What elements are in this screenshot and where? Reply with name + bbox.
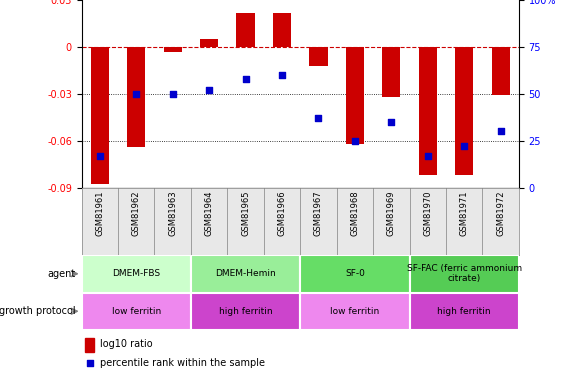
Bar xyxy=(85,338,94,352)
Bar xyxy=(491,47,510,95)
Point xyxy=(85,360,94,366)
Text: GSM81970: GSM81970 xyxy=(423,191,432,236)
Text: GSM81965: GSM81965 xyxy=(241,191,250,236)
Bar xyxy=(82,292,191,330)
Point xyxy=(205,87,214,93)
Bar xyxy=(455,47,473,175)
Point xyxy=(168,91,177,97)
Text: agent: agent xyxy=(48,269,76,279)
Point xyxy=(496,128,505,134)
Text: GSM81969: GSM81969 xyxy=(387,191,396,236)
Bar xyxy=(127,47,145,147)
Text: GSM81963: GSM81963 xyxy=(168,191,177,237)
Bar xyxy=(300,292,409,330)
Bar xyxy=(191,292,300,330)
Text: GSM81961: GSM81961 xyxy=(96,191,104,236)
Point xyxy=(241,76,250,82)
Bar xyxy=(164,47,182,52)
Text: GSM81968: GSM81968 xyxy=(350,191,359,237)
Point xyxy=(314,115,323,121)
Bar xyxy=(310,47,328,66)
Text: SF-0: SF-0 xyxy=(345,269,365,278)
Text: high ferritin: high ferritin xyxy=(219,307,272,316)
Text: low ferritin: low ferritin xyxy=(331,307,380,316)
Point xyxy=(423,153,433,159)
Text: GSM81966: GSM81966 xyxy=(278,191,286,237)
Text: low ferritin: low ferritin xyxy=(112,307,161,316)
Point xyxy=(132,91,141,97)
Bar xyxy=(82,255,191,292)
Text: GSM81971: GSM81971 xyxy=(460,191,469,236)
Text: DMEM-Hemin: DMEM-Hemin xyxy=(215,269,276,278)
Text: GSM81964: GSM81964 xyxy=(205,191,213,236)
Text: percentile rank within the sample: percentile rank within the sample xyxy=(100,358,265,368)
Text: GSM81967: GSM81967 xyxy=(314,191,323,237)
Bar xyxy=(191,255,300,292)
Bar xyxy=(419,47,437,175)
Bar xyxy=(409,292,519,330)
Bar xyxy=(346,47,364,144)
Text: log10 ratio: log10 ratio xyxy=(100,339,153,349)
Bar xyxy=(382,47,401,97)
Point xyxy=(459,143,469,149)
Point xyxy=(350,138,360,144)
Point xyxy=(278,72,287,78)
Text: growth protocol: growth protocol xyxy=(0,306,76,316)
Bar xyxy=(300,255,409,292)
Point xyxy=(95,153,104,159)
Bar xyxy=(200,39,218,47)
Text: high ferritin: high ferritin xyxy=(437,307,491,316)
Text: GSM81972: GSM81972 xyxy=(496,191,505,236)
Bar xyxy=(409,255,519,292)
Point xyxy=(387,119,396,125)
Text: GSM81962: GSM81962 xyxy=(132,191,141,236)
Bar xyxy=(91,47,109,184)
Text: SF-FAC (ferric ammonium
citrate): SF-FAC (ferric ammonium citrate) xyxy=(407,264,522,284)
Bar xyxy=(237,12,255,47)
Bar xyxy=(273,12,291,47)
Text: DMEM-FBS: DMEM-FBS xyxy=(112,269,160,278)
